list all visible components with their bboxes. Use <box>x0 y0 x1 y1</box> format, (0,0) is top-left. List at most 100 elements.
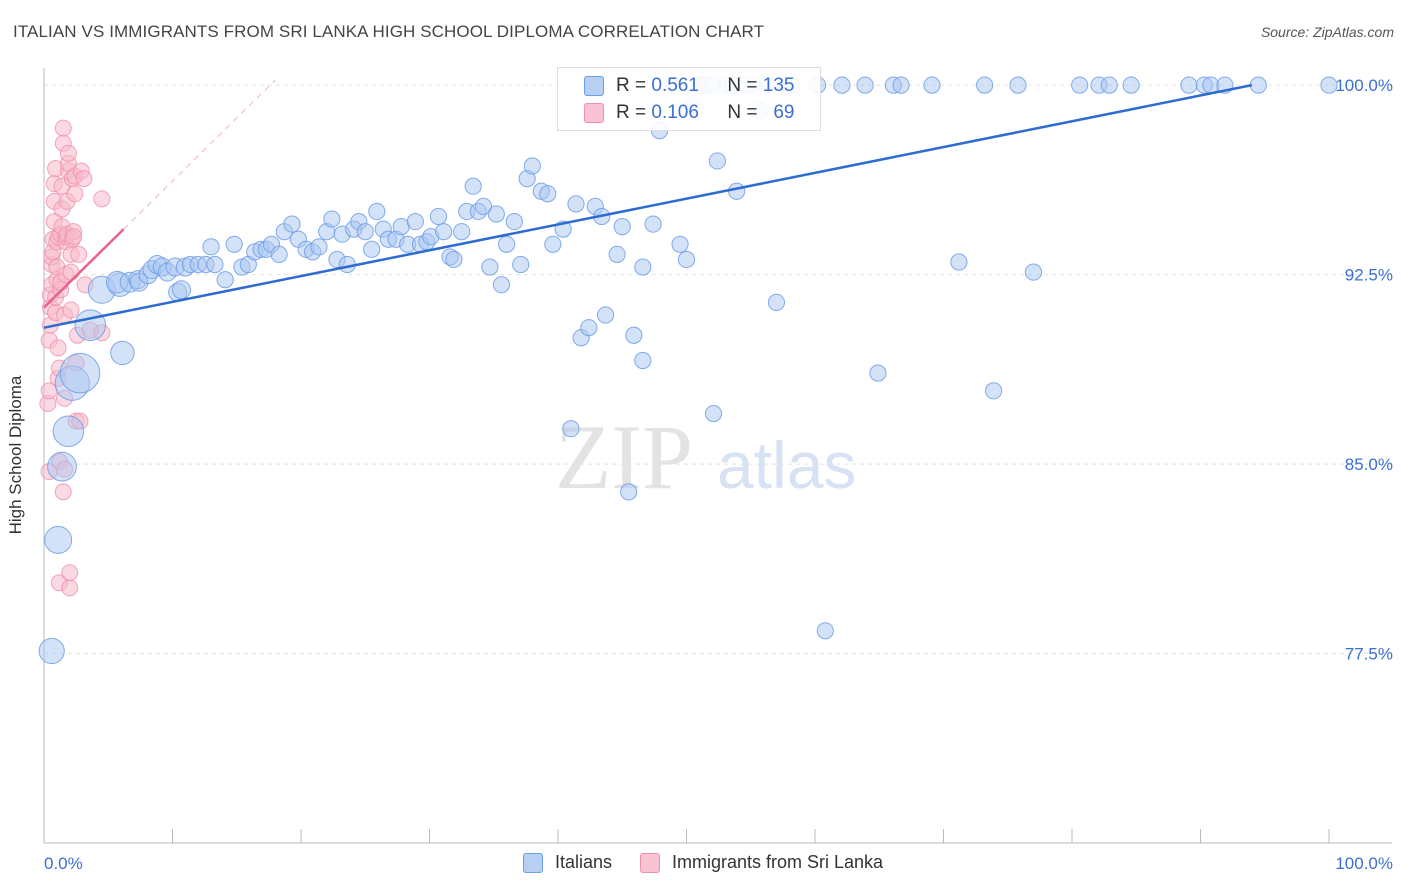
legend-swatch-blue <box>584 76 604 96</box>
italians-point-2 <box>47 451 77 482</box>
italians-point-90 <box>608 245 626 264</box>
italians-point-133 <box>1180 76 1198 94</box>
italians-point-114 <box>767 293 786 312</box>
italians-point-118 <box>833 76 851 94</box>
grid-lines <box>44 84 1392 655</box>
legend-n-value-1: 135 <box>762 75 795 96</box>
correlation-legend: R = 0.561 N = 135 R = 0.106 N = 69 <box>557 67 821 131</box>
chart-title: ITALIAN VS IMMIGRANTS FROM SRI LANKA HIG… <box>13 22 765 41</box>
italians-point-75 <box>505 212 523 231</box>
italians-point-68 <box>464 177 482 195</box>
italians-point-28 <box>216 271 234 289</box>
italians-point-125 <box>976 76 994 94</box>
italians-point-52 <box>368 202 386 221</box>
italians-point-126 <box>985 382 1003 400</box>
italians-point-5 <box>59 352 101 394</box>
sri-lanka-point-47 <box>61 564 79 582</box>
italians-point-83 <box>562 420 580 438</box>
italians-point-6 <box>74 309 107 341</box>
italians-point-129 <box>1071 76 1089 94</box>
italians-point-26 <box>202 238 220 256</box>
italians-point-106 <box>708 152 726 170</box>
sri-lanka-point-67 <box>93 190 111 208</box>
legend-n-label: N = <box>727 75 758 96</box>
italians-point-27 <box>206 255 224 274</box>
watermark-atlas: atlas <box>717 428 856 502</box>
legend-swatch-pink <box>584 103 604 123</box>
sri-lanka-point-49 <box>62 263 80 281</box>
italians-point-93 <box>625 326 643 344</box>
legend-n-label: N = <box>727 102 758 123</box>
y-tick-label-1: 92.5% <box>1345 266 1393 285</box>
y-tick-label-2: 85.0% <box>1345 455 1393 474</box>
italians-point-29 <box>225 235 243 253</box>
legend-label-sri-lanka: Immigrants from Sri Lanka <box>671 852 884 872</box>
italians-point-124 <box>950 253 968 271</box>
italians-point-95 <box>634 258 652 276</box>
italians-point-9 <box>110 340 135 366</box>
italians-point-99 <box>671 235 689 253</box>
italians-point-132 <box>1122 76 1140 94</box>
italians-point-42 <box>310 238 328 256</box>
italians-point-105 <box>704 404 723 423</box>
italians-point-119 <box>856 76 874 94</box>
italians-point-62 <box>429 207 448 226</box>
italians-point-3 <box>52 415 85 448</box>
italians-point-92 <box>620 483 638 501</box>
italians-point-38 <box>283 215 301 233</box>
trend-line-sri-lanka <box>43 228 125 309</box>
italians-points <box>38 76 1338 665</box>
legend-r-label: R = <box>616 75 647 96</box>
italians-point-73 <box>492 276 511 294</box>
italians-point-21 <box>171 280 191 300</box>
italians-point-70 <box>474 197 493 216</box>
trend-lines <box>43 79 1253 329</box>
italians-point-128 <box>1024 263 1043 281</box>
italians-point-1 <box>44 525 73 554</box>
italians-point-63 <box>435 223 453 241</box>
italians-point-127 <box>1009 76 1027 94</box>
sri-lanka-point-63 <box>75 170 93 188</box>
italians-point-86 <box>580 319 598 337</box>
italians-point-71 <box>481 258 499 276</box>
italians-point-117 <box>816 622 834 640</box>
legend-r-value-1: 0.561 <box>651 75 699 96</box>
italians-point-131 <box>1100 76 1118 94</box>
legend-r-label: R = <box>616 102 647 123</box>
trend-line-italians <box>43 83 1253 329</box>
italians-point-80 <box>539 185 557 203</box>
italians-point-44 <box>323 210 341 228</box>
sri-lanka-point-46 <box>61 579 79 597</box>
x-tick-label-0: 0.0% <box>44 854 83 873</box>
sri-lanka-point-33 <box>54 119 72 137</box>
italians-point-51 <box>363 240 381 258</box>
sri-lanka-point-55 <box>66 185 84 203</box>
italians-point-81 <box>544 235 562 253</box>
italians-point-74 <box>498 235 516 253</box>
x-tick-label-1: 100.0% <box>1335 854 1393 873</box>
italians-point-0 <box>38 637 65 665</box>
legend-swatch-italians <box>522 852 543 873</box>
legend-item-sri-lanka[interactable]: Immigrants from Sri Lanka <box>639 852 884 873</box>
italians-point-109 <box>728 182 746 200</box>
legend-row-sri-lanka: R = 0.106 N = 69 <box>584 101 794 125</box>
sri-lanka-point-21 <box>49 339 67 357</box>
italians-point-91 <box>613 218 631 236</box>
italians-point-137 <box>1249 76 1267 94</box>
legend-row-italians: R = 0.561 N = 135 <box>584 74 794 98</box>
axes <box>43 68 1392 844</box>
italians-point-89 <box>596 306 615 324</box>
italians-point-78 <box>523 157 541 175</box>
sri-lanka-point-45 <box>59 144 77 162</box>
sri-lanka-point-60 <box>70 245 88 263</box>
italians-point-123 <box>923 76 941 94</box>
series-legend: Italians Immigrants from Sri Lanka <box>0 852 1406 873</box>
legend-item-italians[interactable]: Italians <box>522 852 612 873</box>
legend-n-value-2: 69 <box>773 102 795 123</box>
y-tick-label-0: 100.0% <box>1335 76 1393 95</box>
italians-point-138 <box>1320 76 1338 94</box>
tick-labels: 100.0% 92.5% 85.0% 77.5% 0.0% 100.0% <box>44 76 1393 873</box>
italians-point-65 <box>445 250 463 269</box>
watermark: ZIP atlas <box>555 406 856 508</box>
source-label: Source: ZipAtlas.com <box>1260 24 1394 40</box>
